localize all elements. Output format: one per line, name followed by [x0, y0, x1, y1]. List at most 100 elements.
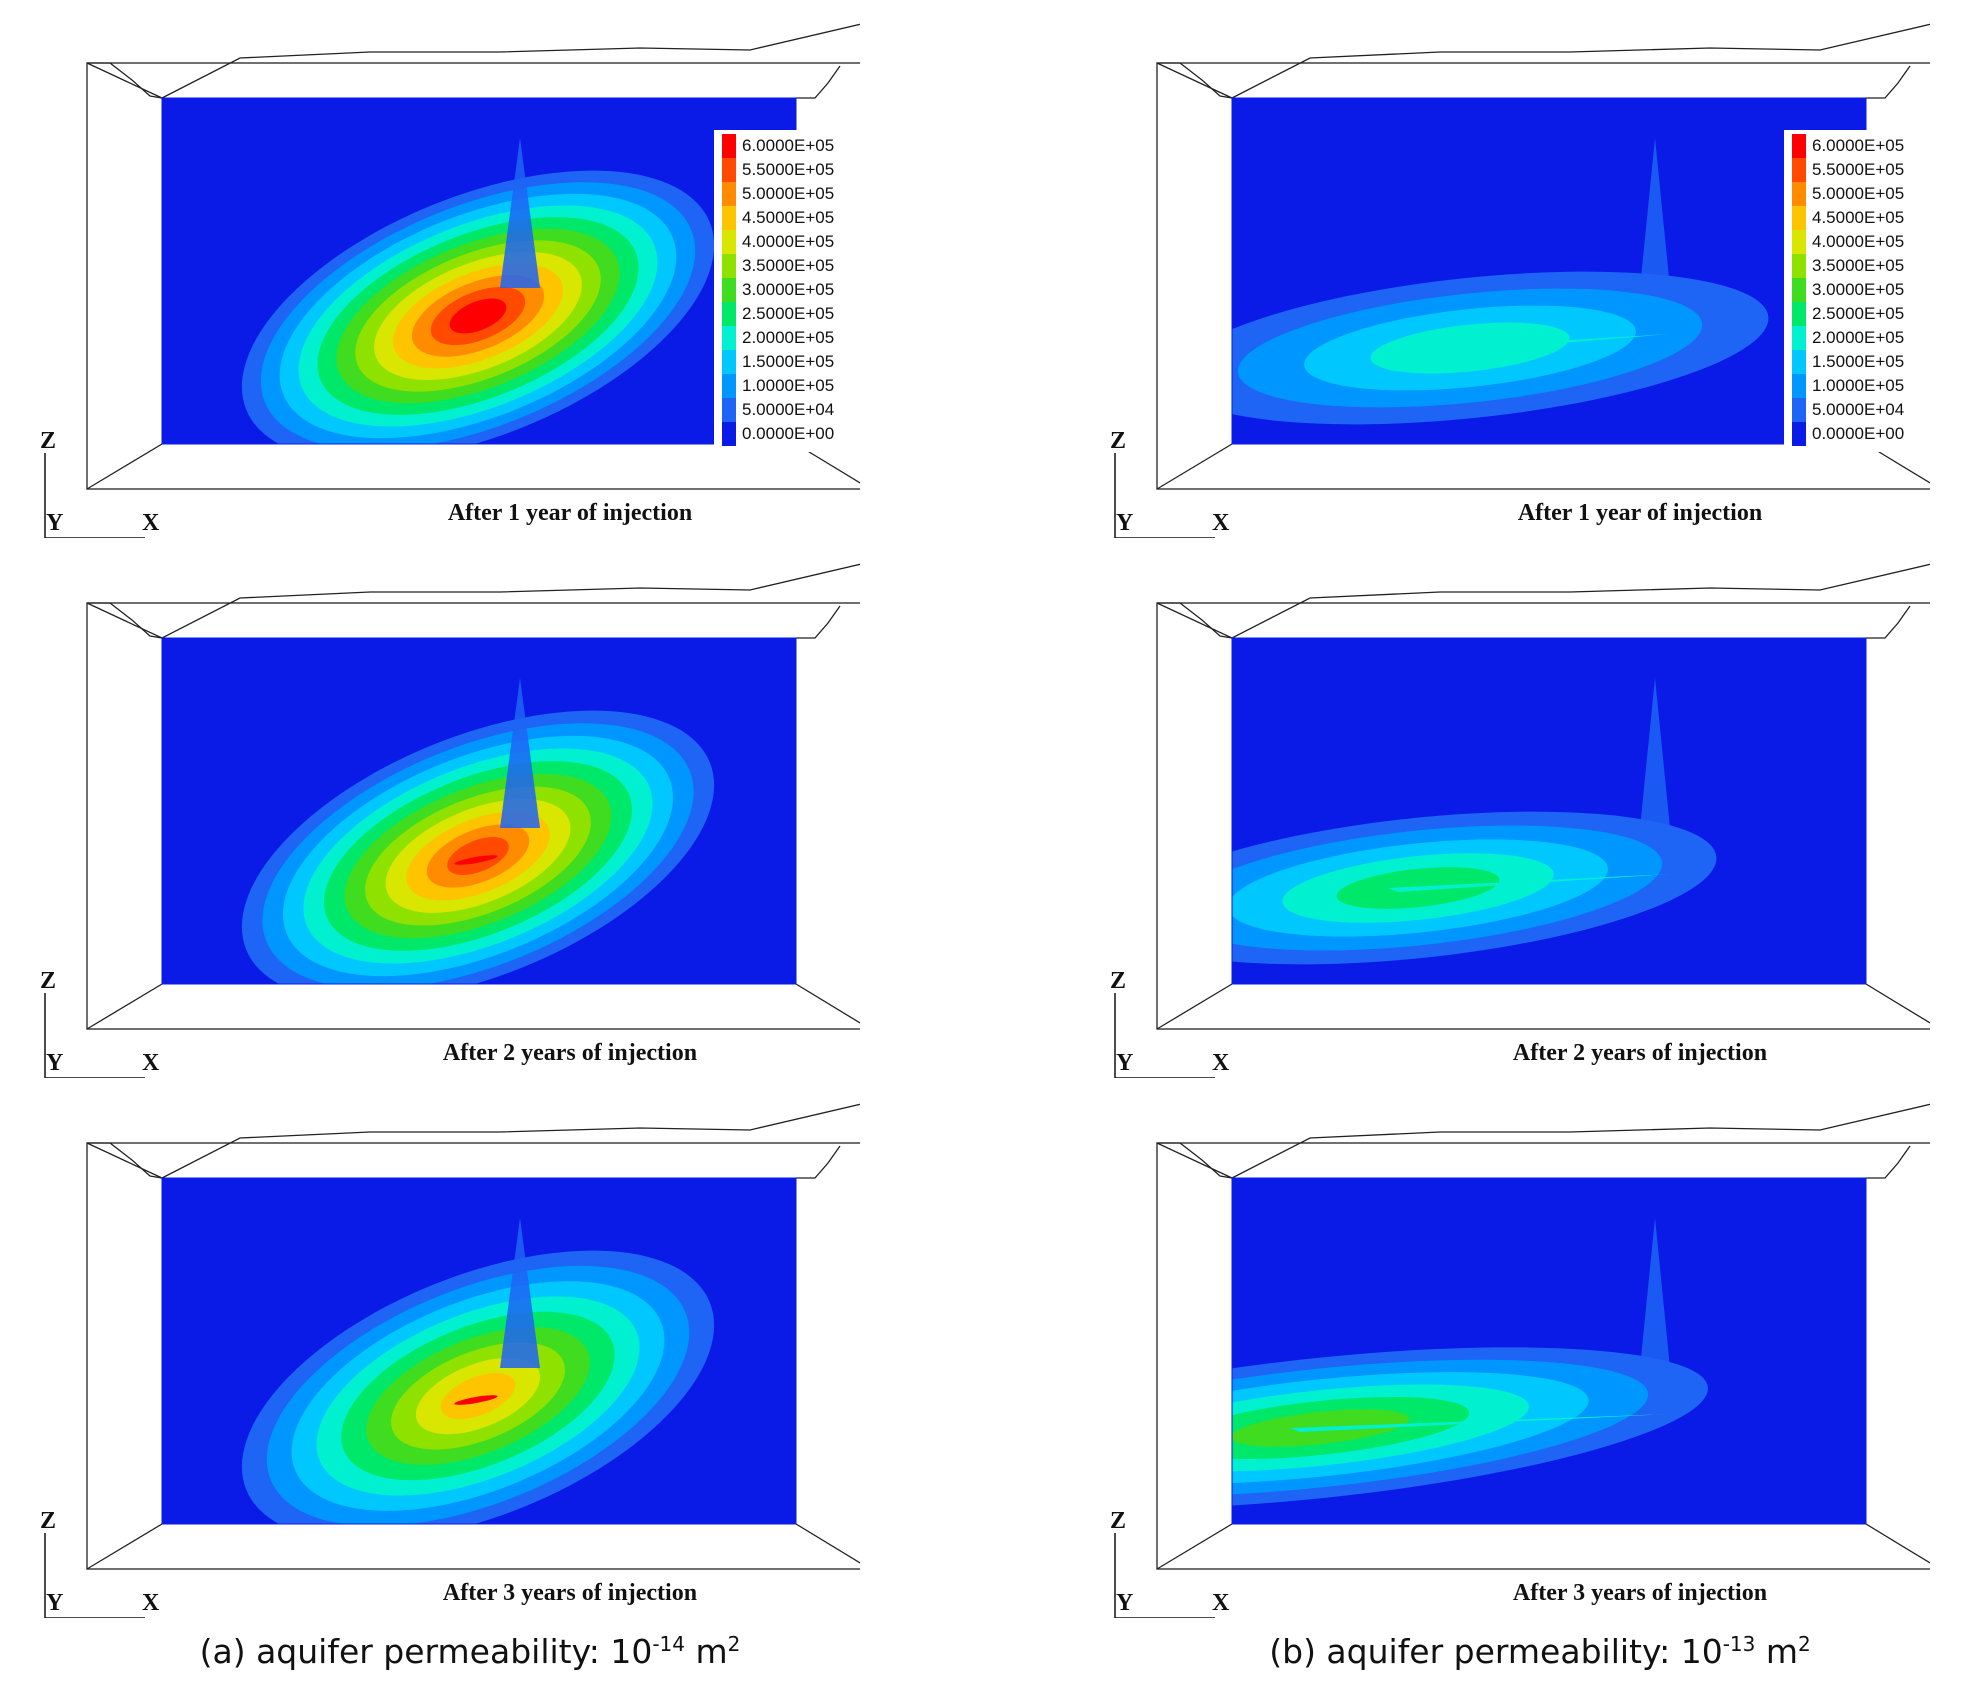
- legend-swatch: [722, 374, 736, 398]
- legend-swatch: [1792, 350, 1806, 374]
- axis-y-label: Y: [46, 1590, 63, 1616]
- legend-swatch: [722, 278, 736, 302]
- contour-plot-b3: Z Y X: [1110, 1103, 1930, 1618]
- caption-b-prefix: (b) aquifer permeability: 10: [1269, 1632, 1723, 1671]
- model-box-outline: [1156, 1103, 1930, 1570]
- panel-caption: After 2 years of injection: [1512, 1040, 1768, 1066]
- injection-point: [454, 855, 498, 865]
- model-box-outline: [86, 563, 860, 1030]
- contour-chimney: [1640, 1218, 1670, 1368]
- legend-label: 4.0000E+05: [742, 232, 835, 251]
- panel-caption: After 3 years of injection: [1512, 1580, 1768, 1606]
- pressure-field: [162, 1178, 796, 1524]
- pressure-field: [1232, 1178, 1866, 1524]
- legend-label: 2.5000E+05: [1812, 304, 1905, 323]
- legend-label: 1.5000E+05: [742, 352, 835, 371]
- legend-label: 0.0000E+00: [1812, 424, 1905, 443]
- pressure-field: [1232, 98, 1866, 444]
- color-legend: 6.0000E+05 5.5000E+05 5.0000E+05 4.5000E+05…: [1784, 130, 1940, 452]
- model-box-outline: [1156, 563, 1930, 1030]
- legend-entry: 2.0000E+05: [714, 326, 870, 350]
- legend-label: 3.5000E+05: [742, 256, 835, 275]
- column-caption-b: (b) aquifer permeability: 10-13 m2: [1130, 1632, 1950, 1671]
- column-caption-a: (a) aquifer permeability: 10-14 m2: [60, 1632, 880, 1671]
- axis-z-label: Z: [40, 1508, 56, 1534]
- legend-entry: 3.5000E+05: [1784, 254, 1940, 278]
- contour-band: [447, 837, 509, 875]
- legend-entry: 0.0000E+00: [714, 422, 870, 446]
- legend-entry: 3.5000E+05: [714, 254, 870, 278]
- panel-a3: Z Y X After 3 years of injection: [40, 1098, 860, 1618]
- legend-swatch: [1792, 134, 1806, 158]
- legend-swatch: [722, 182, 736, 206]
- legend-label: 1.0000E+05: [742, 376, 835, 395]
- panel-caption: After 2 years of injection: [442, 1040, 698, 1066]
- legend-label: 3.5000E+05: [1812, 256, 1905, 275]
- legend-entry: 1.0000E+05: [1784, 374, 1940, 398]
- axis-z-label: Z: [40, 428, 56, 454]
- injection-streak: [1440, 334, 1670, 352]
- contour-chimney: [500, 1218, 540, 1368]
- legend-entry: 5.5000E+05: [1784, 158, 1940, 182]
- legend-label: 1.0000E+05: [1812, 376, 1905, 395]
- legend-entry: 5.0000E+05: [1784, 182, 1940, 206]
- panel-a2: Z Y X After 2 years of injection: [40, 558, 860, 1078]
- legend-entry: 5.0000E+04: [714, 398, 870, 422]
- legend-swatch: [1792, 422, 1806, 446]
- injection-streak: [1388, 874, 1670, 892]
- axis-z-label: Z: [1110, 428, 1126, 454]
- legend-label: 2.0000E+05: [1812, 328, 1905, 347]
- legend-label: 2.0000E+05: [742, 328, 835, 347]
- legend-label: 6.0000E+05: [742, 136, 835, 155]
- legend-label: 5.5000E+05: [742, 160, 835, 179]
- axis-indicator: Z Y X: [1110, 1508, 1230, 1618]
- legend-entry: 5.0000E+05: [714, 182, 870, 206]
- model-box-outline: [86, 1103, 860, 1570]
- legend-label: 5.0000E+05: [742, 184, 835, 203]
- panel-b1: Z Y X After 1 year of injection 6.0000E+05 5.…: [1110, 18, 1940, 538]
- injection-point: [454, 315, 498, 325]
- legend-label: 3.0000E+05: [1812, 280, 1905, 299]
- panel-caption: After 3 years of injection: [442, 1580, 698, 1606]
- contour-band: [449, 298, 507, 334]
- legend-label: 4.0000E+05: [1812, 232, 1905, 251]
- caption-b-unit-exp: 2: [1798, 1632, 1811, 1656]
- contour-chimney: [1640, 138, 1670, 288]
- legend-entry: 4.0000E+05: [1784, 230, 1940, 254]
- legend-swatch: [722, 326, 736, 350]
- legend-swatch: [722, 254, 736, 278]
- legend-swatch: [722, 158, 736, 182]
- caption-a-unit: m: [685, 1632, 728, 1671]
- legend-swatch: [1792, 326, 1806, 350]
- axis-y-label: Y: [46, 510, 63, 536]
- pressure-field: [162, 98, 796, 444]
- legend-label: 4.5000E+05: [742, 208, 835, 227]
- axis-y-label: Y: [1116, 1590, 1133, 1616]
- legend-label: 5.0000E+04: [742, 400, 835, 419]
- axis-indicator: Z Y X: [1110, 428, 1230, 538]
- model-box-outline: [86, 23, 860, 490]
- legend-swatch: [722, 134, 736, 158]
- legend-entry: 4.0000E+05: [714, 230, 870, 254]
- legend-entry: 1.5000E+05: [1784, 350, 1940, 374]
- legend-entry: 2.5000E+05: [714, 302, 870, 326]
- pressure-field: [1232, 638, 1866, 984]
- legend-label: 4.5000E+05: [1812, 208, 1905, 227]
- axis-z-label: Z: [1110, 1508, 1126, 1534]
- panel-b3: Z Y X After 3 years of injection: [1110, 1098, 1930, 1618]
- panel-caption: After 1 year of injection: [447, 500, 693, 526]
- legend-swatch: [1792, 158, 1806, 182]
- axis-x-label: X: [1212, 1050, 1230, 1076]
- caption-a-exp: -14: [652, 1632, 685, 1656]
- axis-x-label: X: [142, 1050, 160, 1076]
- legend-label: 3.0000E+05: [742, 280, 835, 299]
- contour-plot-a2: Z Y X: [40, 563, 860, 1078]
- contour-plot-b2: Z Y X: [1110, 563, 1930, 1078]
- contour-plot-a3: Z Y X: [40, 1103, 860, 1618]
- pressure-field: [162, 638, 796, 984]
- legend-swatch: [722, 230, 736, 254]
- panel-b2: Z Y X After 2 years of injection: [1110, 558, 1930, 1078]
- axis-x-label: X: [142, 510, 160, 536]
- axis-indicator: Z Y X: [1110, 968, 1230, 1078]
- axis-x-label: X: [142, 1590, 160, 1616]
